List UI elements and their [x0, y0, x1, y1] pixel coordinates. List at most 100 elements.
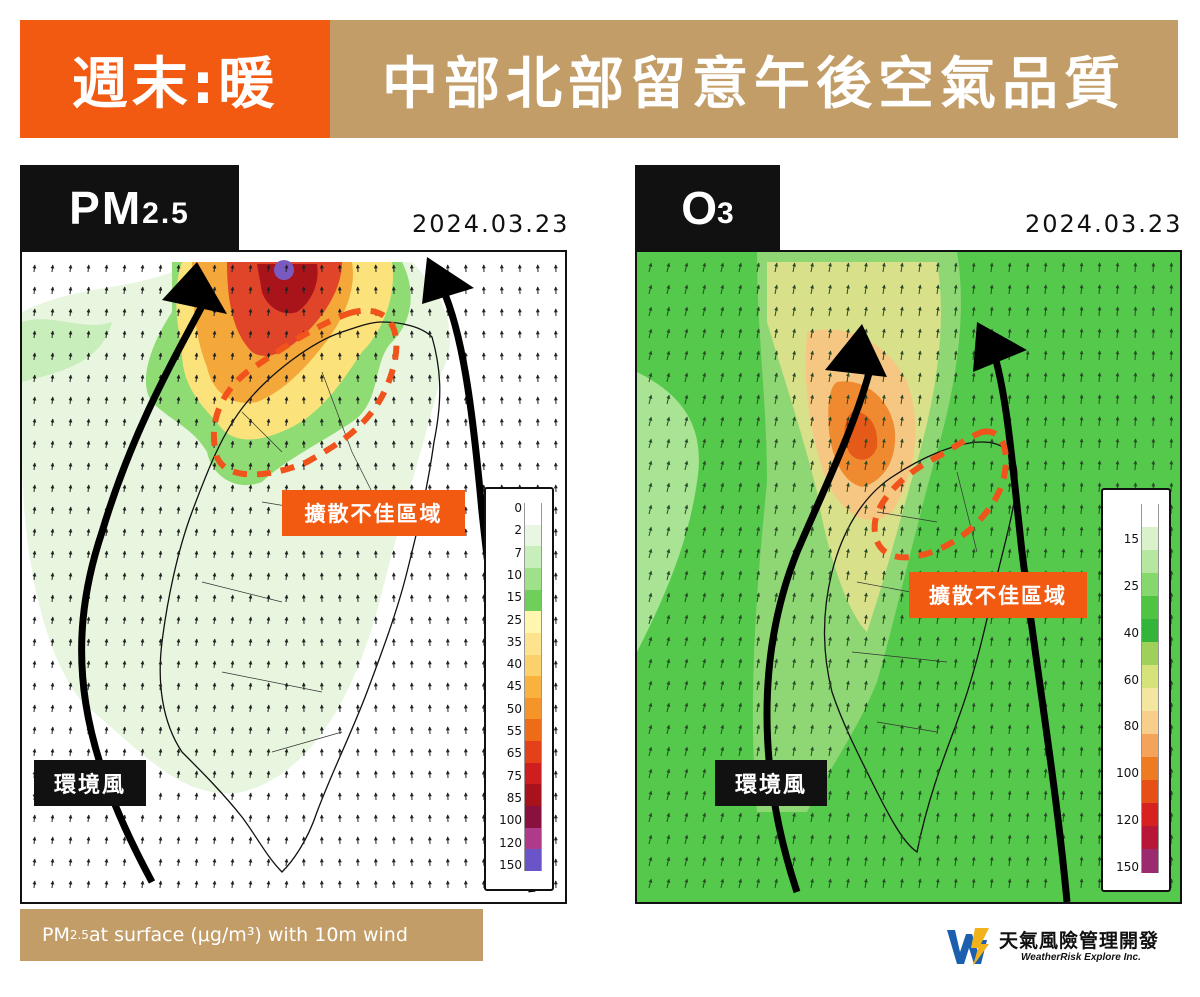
wind-vector	[284, 616, 289, 625]
legend-label: 150	[499, 857, 522, 872]
wind-vector	[1169, 658, 1174, 669]
wind-vector	[230, 528, 235, 537]
wind-vector	[176, 836, 181, 845]
wind-vector	[1169, 306, 1174, 317]
wind-vector	[194, 792, 199, 801]
wind-vector	[666, 328, 671, 339]
wind-vector	[122, 308, 127, 317]
wind-vector	[1151, 306, 1156, 317]
wind-vector	[1151, 394, 1156, 405]
wind-vector	[738, 350, 743, 361]
wind-vector	[1115, 284, 1120, 295]
wind-vector	[1079, 306, 1084, 317]
wind-vector	[863, 438, 868, 449]
legend-label: 55	[506, 724, 522, 739]
wind-vector	[158, 594, 163, 603]
wind-vector	[648, 526, 653, 537]
wind-vector	[266, 462, 271, 471]
wind-vector	[917, 328, 922, 339]
wind-vector	[158, 286, 163, 295]
wind-vector	[1097, 262, 1102, 273]
caption-rest: at surface (μg/m³) with 10m wind	[88, 924, 408, 946]
wind-vector	[935, 482, 940, 493]
legend-label: 0	[514, 501, 522, 515]
wind-vector	[266, 264, 271, 273]
wind-vector	[810, 394, 815, 405]
wind-vector	[158, 792, 163, 801]
wind-vector	[248, 814, 253, 823]
wind-vector	[935, 438, 940, 449]
wind-vector	[756, 350, 761, 361]
wind-vector	[122, 616, 127, 625]
wind-vector	[104, 528, 109, 537]
wind-vector	[1079, 460, 1084, 471]
wind-vector	[140, 726, 145, 735]
wind-vector	[810, 372, 815, 383]
wind-vector	[266, 374, 271, 383]
wind-vector	[68, 550, 73, 559]
wind-vector	[702, 526, 707, 537]
wind-vector	[176, 550, 181, 559]
wind-vector	[666, 504, 671, 515]
wind-vector	[284, 308, 289, 317]
legend-swatch	[524, 806, 542, 829]
wind-vector	[50, 440, 55, 449]
o3-date: 2024.03.23	[1025, 210, 1183, 238]
wind-vector	[212, 594, 217, 603]
wind-vector	[863, 482, 868, 493]
wind-vector	[86, 880, 91, 889]
wind-vector	[140, 704, 145, 713]
legend-label: 75	[506, 768, 522, 783]
wind-vector	[756, 526, 761, 537]
wind-vector	[1151, 350, 1156, 361]
wind-vector	[863, 416, 868, 427]
wind-vector	[32, 638, 37, 647]
wind-vector	[140, 638, 145, 647]
legend-label: 120	[1116, 813, 1139, 828]
wind-vector	[104, 550, 109, 559]
wind-vector	[32, 418, 37, 427]
wind-vector	[104, 682, 109, 691]
wind-vector	[1079, 262, 1084, 273]
wind-vector	[266, 440, 271, 449]
wind-vector	[1025, 504, 1030, 515]
wind-vector	[50, 418, 55, 427]
wind-vector	[284, 880, 289, 889]
wind-vector	[194, 726, 199, 735]
pm25-tag-main: PM	[69, 181, 143, 234]
wind-vector	[122, 528, 127, 537]
taiwan-outline-pm	[159, 321, 441, 873]
pm25-color-legend: 0 2 7 10 15 25 35 40 45 50 55 65 75 85 100 120 150	[484, 487, 554, 891]
wind-vector	[702, 504, 707, 515]
wind-vector	[917, 394, 922, 405]
wind-vector	[1169, 790, 1174, 801]
wind-vector	[266, 814, 271, 823]
wind-vector	[1169, 680, 1174, 691]
wind-vector	[212, 616, 217, 625]
wind-vector	[230, 506, 235, 515]
wind-vector	[248, 396, 253, 405]
wind-vector	[1061, 438, 1066, 449]
wind-vector	[86, 374, 91, 383]
wind-vector	[50, 462, 55, 471]
pm25-poor-diffusion-label: 擴散不佳區域	[282, 490, 465, 536]
wind-vector	[1169, 438, 1174, 449]
wind-vector	[828, 262, 832, 273]
wind-vector	[50, 704, 55, 713]
caption-sub: 2.5	[69, 928, 89, 942]
wind-vector	[756, 482, 761, 493]
wind-vector	[122, 418, 127, 427]
wind-vector	[86, 814, 91, 823]
wind-vector	[666, 394, 671, 405]
wind-vector	[792, 372, 797, 383]
wind-vector	[666, 306, 671, 317]
wind-vector	[158, 836, 163, 845]
wind-vector	[32, 374, 37, 383]
wind-vector	[212, 374, 217, 383]
wind-vector	[176, 462, 181, 471]
wind-vector	[1133, 350, 1138, 361]
wind-vector	[756, 328, 761, 339]
wind-vector	[666, 482, 671, 493]
wind-vector	[917, 438, 922, 449]
wind-vector	[792, 438, 797, 449]
